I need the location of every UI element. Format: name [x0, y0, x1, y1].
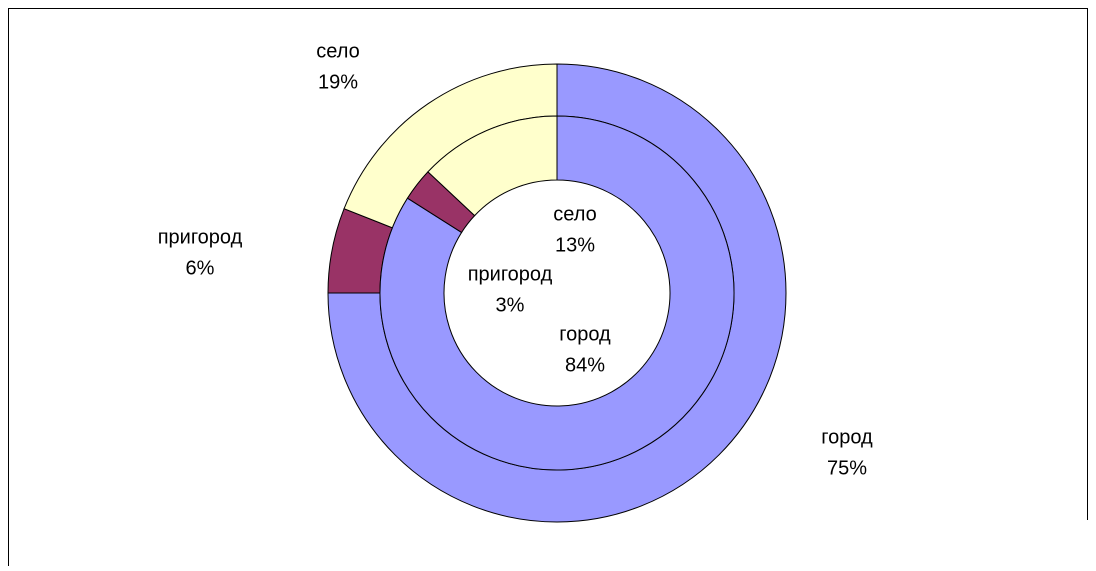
category-label: пригород	[468, 263, 553, 285]
category-label: пригород	[158, 226, 243, 248]
value-label: 13%	[555, 234, 595, 256]
value-label: 19%	[318, 71, 358, 93]
donut-segment	[427, 115, 558, 217]
value-label: 75%	[827, 457, 867, 479]
value-label: 3%	[496, 294, 525, 316]
value-label: 6%	[186, 257, 215, 279]
donut-segment	[379, 115, 735, 471]
category-label: село	[553, 203, 596, 225]
chart-frame	[8, 8, 1088, 566]
category-label: город	[821, 426, 873, 448]
category-label: село	[316, 40, 359, 62]
value-label: 84%	[565, 354, 605, 376]
category-label: город	[559, 323, 611, 345]
